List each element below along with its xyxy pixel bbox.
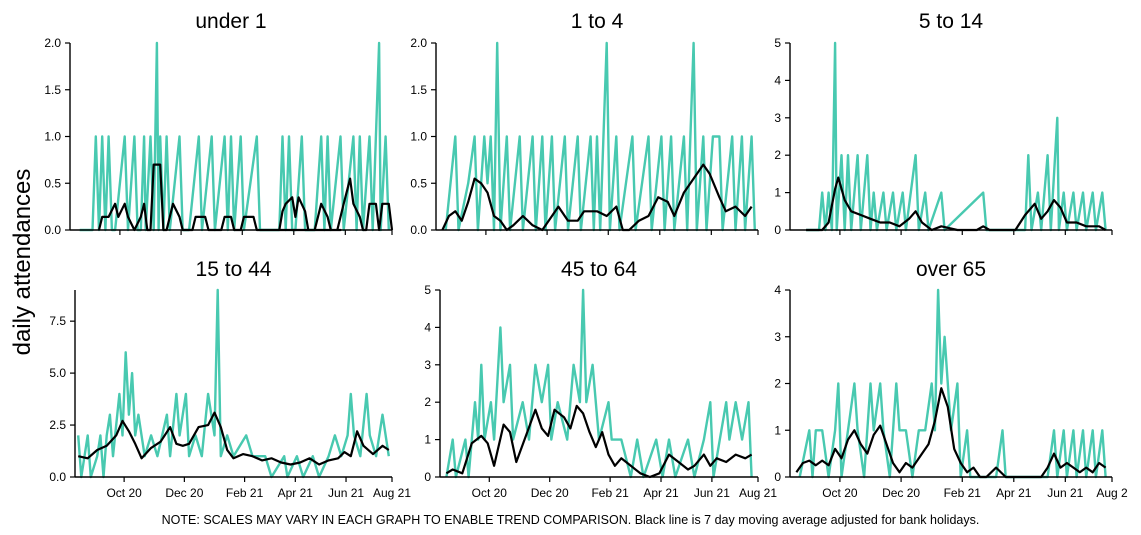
x-tick-label: Dec 20: [531, 486, 569, 500]
y-tick-label: 0.0: [49, 470, 66, 484]
x-tick-label: Feb 21: [591, 486, 629, 500]
y-tick-label: 1.5: [44, 83, 61, 97]
series-line-daily: [79, 41, 390, 232]
x-tick-label: Oct 20: [472, 486, 508, 500]
y-tick-label: 5: [774, 36, 781, 50]
y-tick-label: 3: [424, 358, 431, 372]
y-tick-label: 1.0: [410, 130, 427, 144]
y-tick-label: 0.5: [410, 176, 427, 190]
y-tick-label: 5.0: [49, 366, 66, 380]
x-tick-label: Jun 21: [328, 486, 364, 500]
x-tick-label: Jun 21: [694, 486, 730, 500]
series-line-daily: [445, 288, 753, 479]
panel-2: 1 to 4 0.0 0.5 1.0 1.5 2.0: [410, 10, 759, 237]
panel-title: 45 to 64: [561, 258, 637, 281]
series-line-average: [441, 163, 753, 232]
x-tick-label: Apr 21: [643, 486, 679, 500]
x-tick-label: Dec 20: [165, 486, 203, 500]
y-tick-label: 0.0: [410, 223, 427, 237]
y-tick-label: 7.5: [49, 314, 66, 328]
y-axis-label: daily attendances: [9, 169, 36, 356]
series-line-average: [97, 163, 394, 232]
y-tick-label: 1.5: [410, 83, 427, 97]
y-tick-label: 2.0: [44, 36, 61, 50]
y-tick-label: 1: [774, 423, 781, 437]
y-tick-label: 0.0: [44, 223, 61, 237]
series-line-average: [806, 176, 1107, 232]
x-tick-label: Apr 21: [996, 486, 1032, 500]
series-line-average: [77, 411, 390, 466]
series-line-daily: [444, 41, 756, 232]
series-line-daily: [806, 41, 1107, 232]
panel-title: 1 to 4: [571, 10, 624, 33]
footnote: NOTE: SCALES MAY VARY IN EACH GRAPH TO E…: [161, 513, 980, 527]
panel-5: 45 to 64 0 1 2 3 4 5 Oct 20 Dec 20 Feb 21 Apr 21 Ju…: [424, 258, 777, 500]
y-tick-label: 1.0: [44, 130, 61, 144]
x-tick-label: Aug 2: [1096, 486, 1128, 500]
series-line-average: [445, 404, 753, 479]
y-tick-label: 3: [774, 111, 781, 125]
y-tick-label: 5: [424, 283, 431, 297]
x-tick-label: Aug 21: [373, 486, 411, 500]
x-tick-label: Feb 21: [226, 486, 264, 500]
y-tick-label: 0: [424, 470, 431, 484]
y-tick-label: 4: [424, 320, 431, 334]
x-tick-label: Jun 21: [1047, 486, 1083, 500]
y-tick-label: 1: [774, 186, 781, 200]
x-tick-label: Feb 21: [944, 486, 982, 500]
y-tick-label: 2.0: [410, 36, 427, 50]
panel-title: 15 to 44: [196, 258, 272, 281]
panel-4: 15 to 44 0.0 2.5 5.0 7.5 Oct 20 Dec 20 Feb 21 Ap…: [49, 258, 411, 500]
panel-title: under 1: [195, 10, 266, 33]
series-line-daily: [798, 288, 1107, 479]
panel-3: 5 to 14 0 1 2 3 4 5: [774, 10, 1113, 237]
panel-1: under 1 0.0 0.5 1.0 1.5 2.0: [44, 10, 394, 237]
x-tick-label: Oct 20: [822, 486, 858, 500]
y-tick-label: 0: [774, 470, 781, 484]
y-tick-label: 4: [774, 283, 781, 297]
series-line-average: [795, 387, 1107, 479]
y-tick-label: 0: [774, 223, 781, 237]
panel-6: over 65 0 1 2 3 4 Oct 20 Dec 20 Feb 21 Apr 21 Jun …: [774, 258, 1128, 500]
y-tick-label: 2.5: [49, 418, 66, 432]
y-tick-label: 1: [424, 433, 431, 447]
series-line-daily: [77, 288, 390, 479]
y-tick-label: 2: [774, 148, 781, 162]
x-tick-label: Oct 20: [106, 486, 142, 500]
panel-title: over 65: [916, 258, 986, 281]
panel-title: 5 to 14: [919, 10, 984, 33]
y-tick-label: 3: [774, 330, 781, 344]
x-tick-label: Aug 21: [739, 486, 777, 500]
x-tick-label: Apr 21: [278, 486, 314, 500]
y-tick-label: 0.5: [44, 176, 61, 190]
y-tick-label: 4: [774, 73, 781, 87]
y-tick-label: 2: [774, 377, 781, 391]
x-tick-label: Dec 20: [882, 486, 920, 500]
y-tick-label: 2: [424, 395, 431, 409]
